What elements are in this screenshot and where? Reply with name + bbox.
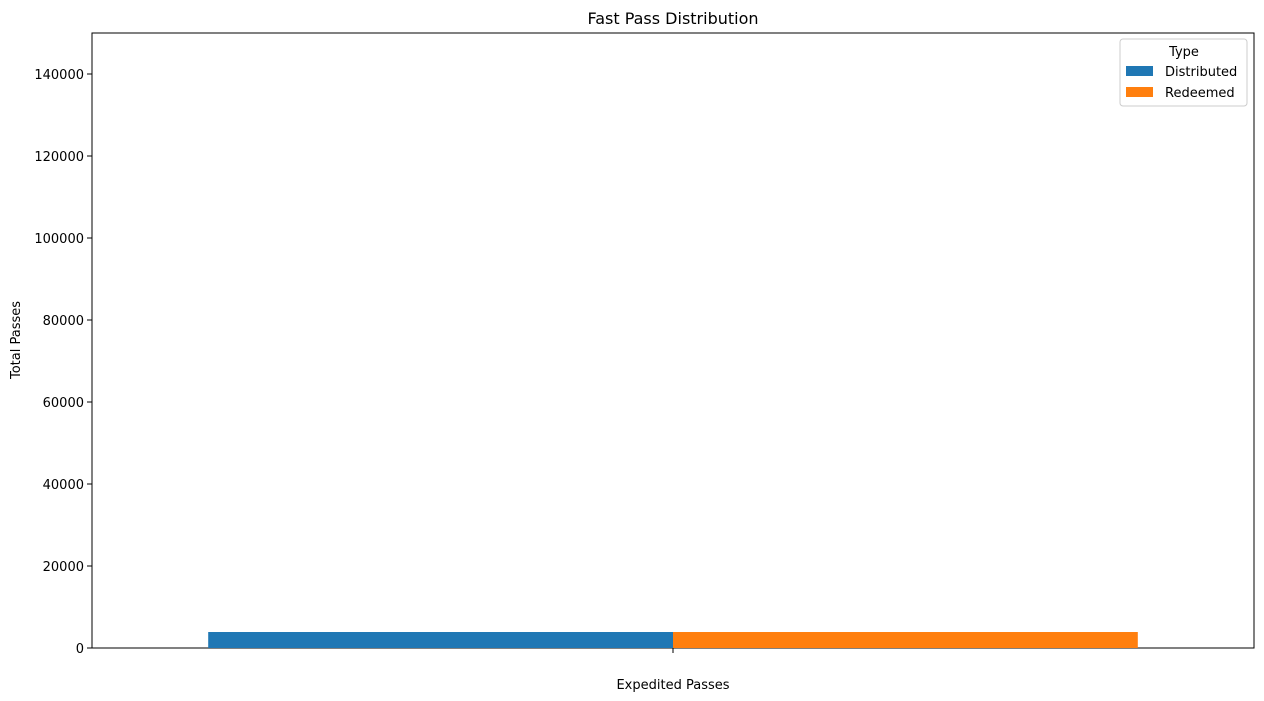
y-tick-label: 100000 [34,232,84,247]
legend-swatch-distributed [1126,66,1153,76]
legend-label-redeemed: Redeemed [1165,86,1235,101]
y-tick-label: 80000 [43,314,84,329]
y-tick-label: 0 [76,642,84,657]
legend-swatch-redeemed [1126,87,1153,97]
x-tick-label: Expedited Passes [616,678,729,693]
legend-label-distributed: Distributed [1165,65,1237,80]
y-axis-ticks: 0 20000 40000 60000 80000 100000 120000 140000 [34,68,92,657]
y-tick-label: 20000 [43,560,84,575]
legend: Type Distributed Redeemed [1119,38,1248,107]
y-tick-label: 40000 [43,478,84,493]
chart-title: Fast Pass Distribution [587,9,758,28]
bar-distributed[interactable] [208,632,673,648]
legend-title: Type [1168,45,1199,60]
bar-redeemed[interactable] [673,632,1138,648]
y-axis-label: Total Passes [9,301,24,380]
plot-area [91,32,1255,649]
x-axis-ticks: Expedited Passes [616,648,730,693]
y-tick-label: 120000 [34,150,84,165]
legend-items: Distributed Redeemed [1126,65,1237,101]
bar-group [208,632,1138,648]
y-tick-label: 140000 [34,68,84,83]
y-tick-label: 60000 [43,396,84,411]
